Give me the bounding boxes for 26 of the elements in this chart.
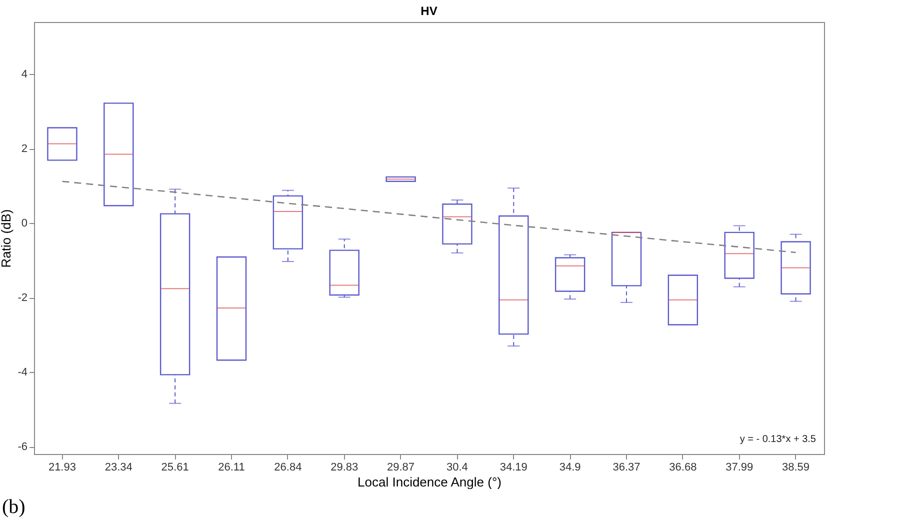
y-tick-label: -6 xyxy=(18,441,28,454)
y-tick-label: 4 xyxy=(21,68,28,81)
x-tick-label: 25.61 xyxy=(161,462,189,474)
x-tick-label: 29.87 xyxy=(387,462,415,474)
x-tick-label: 29.83 xyxy=(330,462,358,474)
y-axis-title: Ratio (dB) xyxy=(0,209,14,268)
x-tick-label: 36.37 xyxy=(612,462,640,474)
y-tick-label: 0 xyxy=(21,218,28,230)
x-tick-label: 36.68 xyxy=(669,462,697,474)
x-tick-label: 30.4 xyxy=(446,462,468,474)
x-tick-label: 21.93 xyxy=(48,462,76,474)
chart-title: HV xyxy=(420,4,438,18)
x-tick-label: 26.84 xyxy=(274,462,302,474)
y-tick-label: 2 xyxy=(21,143,28,156)
x-tick-label: 23.34 xyxy=(104,462,132,474)
x-tick-label: 26.11 xyxy=(218,462,245,474)
y-tick-label: -4 xyxy=(18,366,28,379)
x-tick-label: 38.59 xyxy=(782,462,810,474)
y-tick-label: -2 xyxy=(18,292,28,304)
x-tick-label: 37.99 xyxy=(726,462,754,474)
line-series xyxy=(62,180,796,254)
text: (b) xyxy=(2,496,26,519)
x-tick-label: 34.19 xyxy=(500,462,528,474)
x-tick-label: 34.9 xyxy=(559,462,581,474)
x-axis-title: Local Incidence Angle (°) xyxy=(358,474,502,490)
annotation: y = - 0.13*x + 3.5 xyxy=(740,434,816,445)
